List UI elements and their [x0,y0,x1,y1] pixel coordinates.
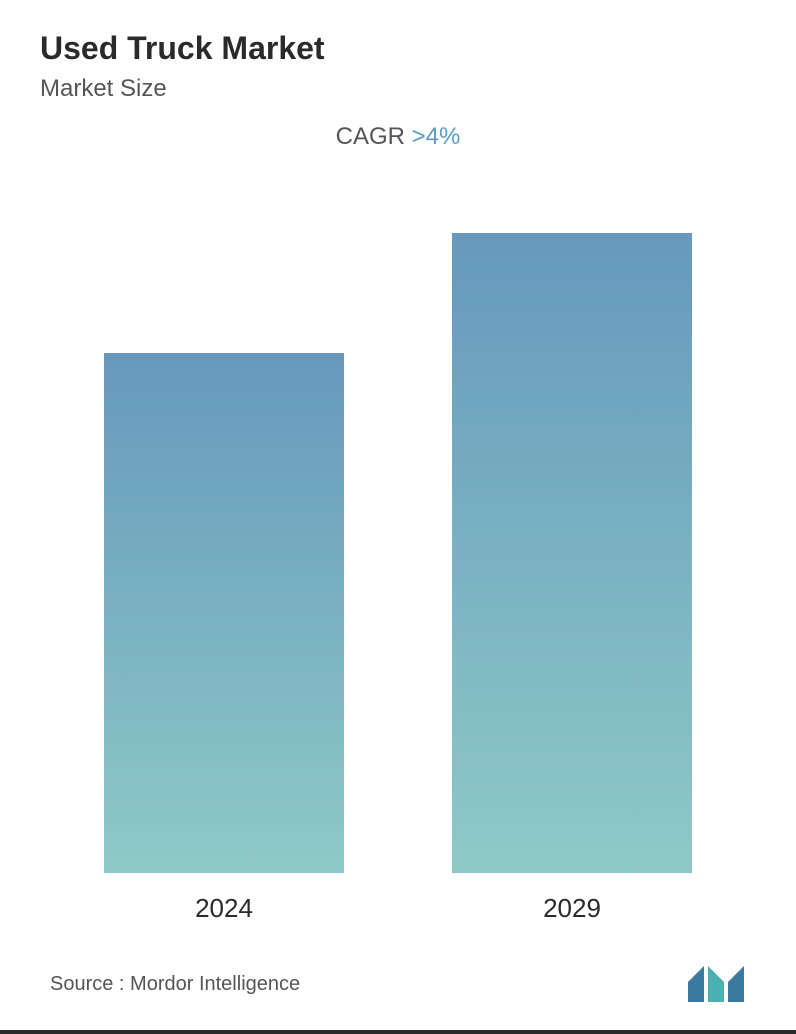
source-text: Source : Mordor Intelligence [50,973,300,996]
bar-2024 [104,353,344,873]
cagr-annotation: CAGR >4% [40,123,756,151]
bar-2029 [452,233,692,873]
bottom-border [0,1030,796,1034]
chart-title: Used Truck Market [40,30,756,67]
chart-container: Used Truck Market Market Size CAGR >4% 2… [0,0,796,1034]
cagr-label-text: CAGR [336,123,405,150]
bar-group-0: 2024 [80,353,368,924]
mordor-logo-icon [686,964,746,1004]
chart-subtitle: Market Size [40,75,756,103]
cagr-value-text: >4% [412,123,461,150]
chart-footer: Source : Mordor Intelligence [40,964,756,1004]
bar-label-1: 2029 [543,893,601,924]
bar-group-1: 2029 [428,233,716,924]
bar-label-0: 2024 [195,893,253,924]
chart-plot-area: 2024 2029 [40,161,756,934]
